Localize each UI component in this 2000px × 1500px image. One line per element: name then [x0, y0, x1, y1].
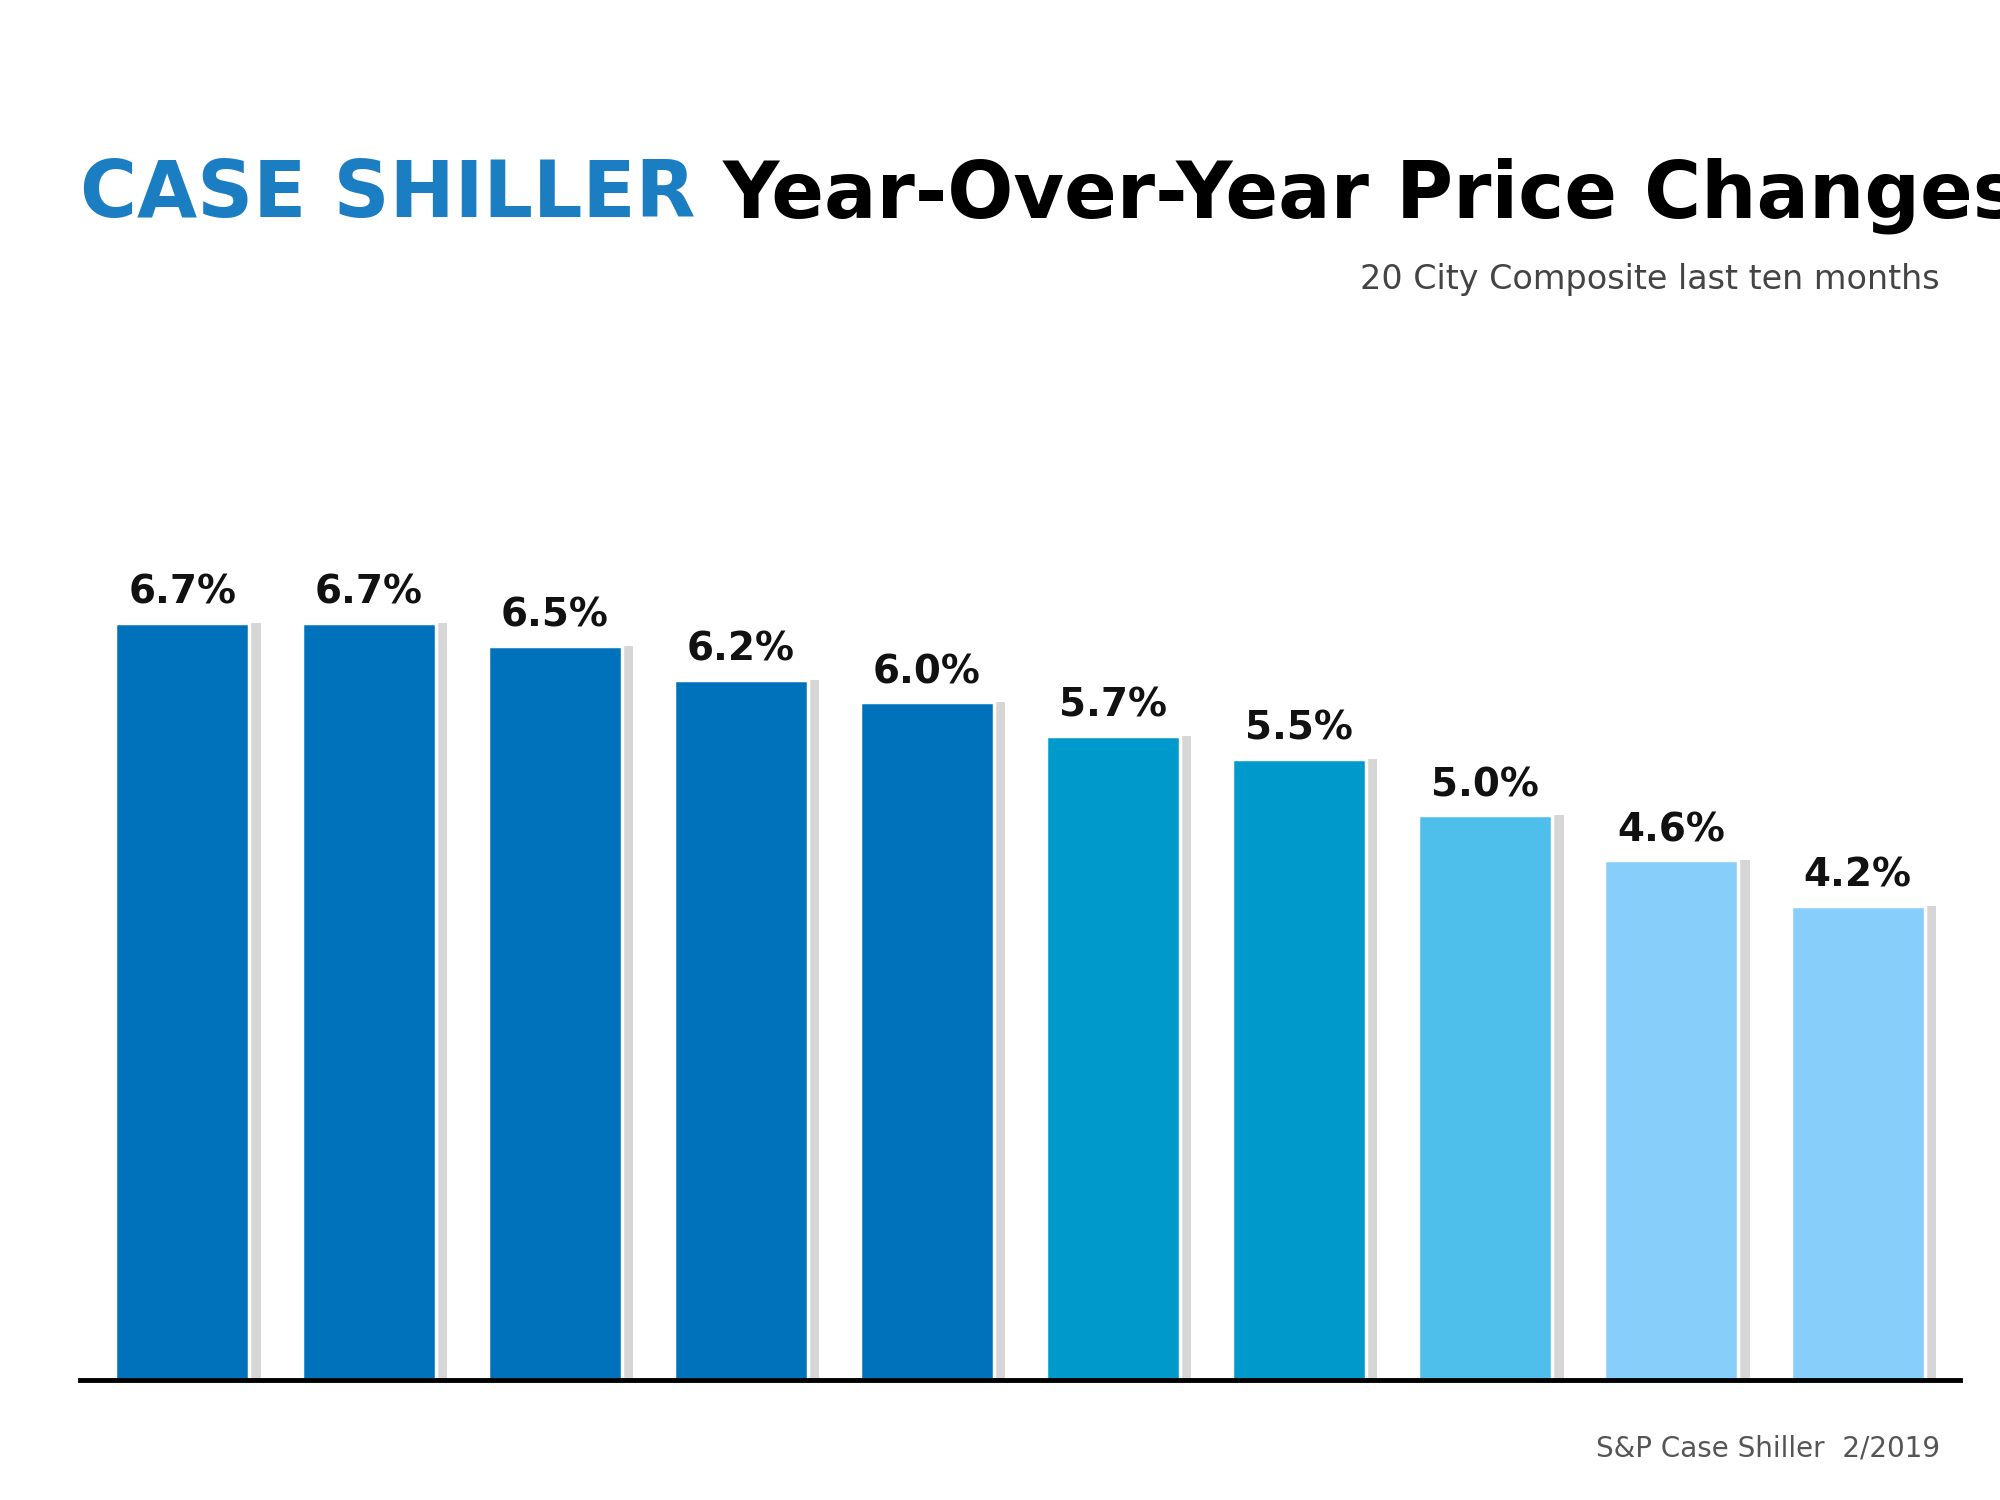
Text: 4.2%: 4.2% — [1804, 856, 1912, 894]
Text: 4.6%: 4.6% — [1618, 812, 1726, 849]
Bar — [1802, 906, 1936, 1380]
Bar — [1244, 759, 1378, 1380]
Text: 6.5%: 6.5% — [500, 597, 608, 634]
Text: 5.0%: 5.0% — [1432, 766, 1540, 804]
Bar — [674, 680, 808, 1380]
Text: CASE SHILLER: CASE SHILLER — [80, 158, 722, 234]
Text: S&P Case Shiller  2/2019: S&P Case Shiller 2/2019 — [1596, 1434, 1940, 1462]
Text: 6.2%: 6.2% — [686, 630, 794, 669]
Bar — [1046, 736, 1180, 1380]
Text: 5.5%: 5.5% — [1246, 710, 1354, 747]
Bar — [860, 702, 994, 1380]
Bar — [116, 624, 250, 1380]
Bar — [312, 624, 446, 1380]
Bar — [1604, 861, 1738, 1380]
Bar — [1418, 816, 1552, 1380]
Bar — [1430, 816, 1564, 1380]
Bar — [498, 646, 632, 1380]
Text: 5.7%: 5.7% — [1060, 687, 1168, 724]
Bar — [1232, 759, 1366, 1380]
Bar — [1616, 861, 1750, 1380]
Bar — [1790, 906, 1924, 1380]
Bar — [1058, 736, 1192, 1380]
Text: 20 City Composite last ten months: 20 City Composite last ten months — [1360, 262, 1940, 296]
Text: 6.7%: 6.7% — [314, 574, 422, 612]
Bar — [488, 646, 622, 1380]
Bar — [126, 624, 260, 1380]
Text: 6.0%: 6.0% — [872, 652, 980, 692]
Bar — [684, 680, 818, 1380]
Text: Year-Over-Year Price Changes: Year-Over-Year Price Changes — [722, 158, 2000, 234]
Bar — [872, 702, 1006, 1380]
Text: 6.7%: 6.7% — [128, 574, 236, 612]
Bar — [302, 624, 436, 1380]
